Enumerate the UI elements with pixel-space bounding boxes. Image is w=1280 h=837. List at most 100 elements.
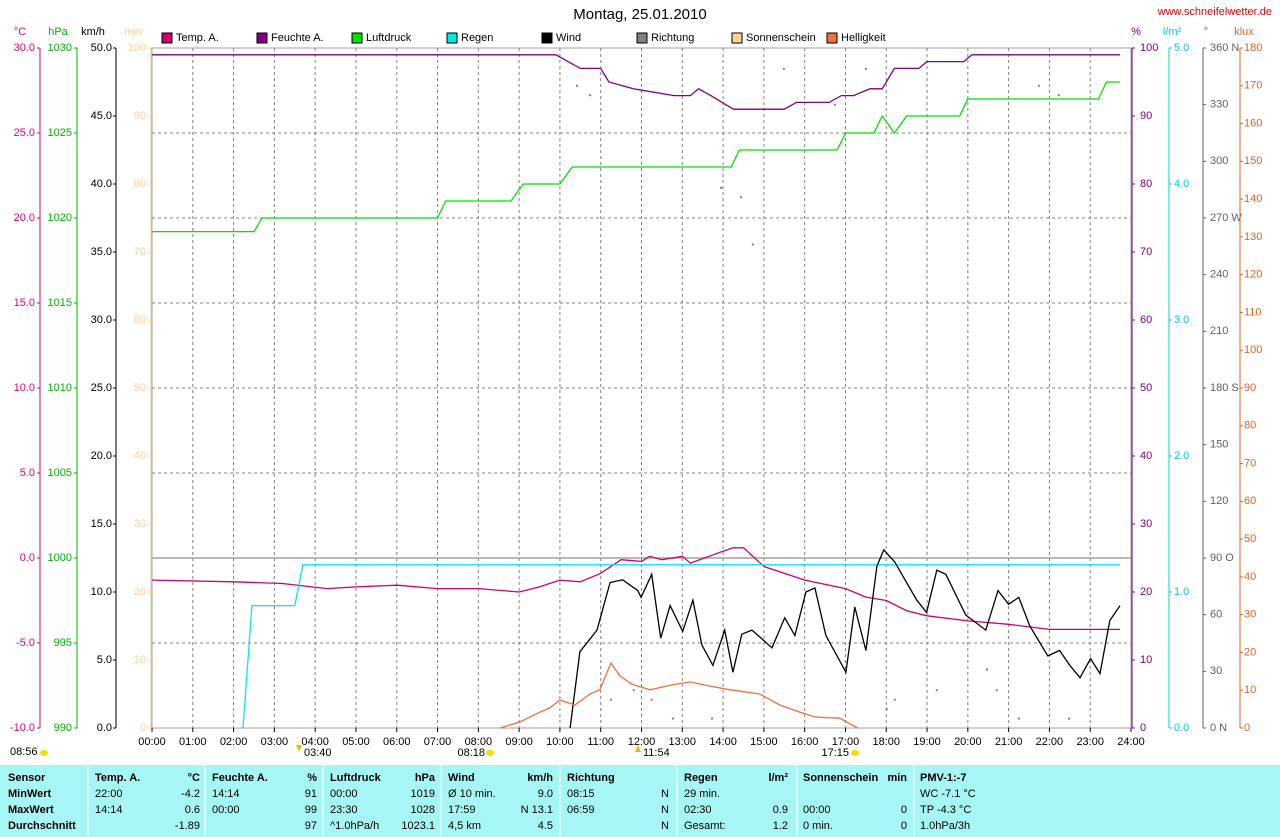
y-tick-label: 0.0 <box>1174 722 1189 734</box>
y-tick-label: 45.0 <box>91 110 112 122</box>
series-dot <box>782 67 785 70</box>
axis-unit: l/m² <box>1163 26 1182 38</box>
table-cell: N 13.1 <box>521 804 553 816</box>
table-cell: Durchschnitt <box>8 820 76 832</box>
series-dot <box>609 698 612 701</box>
moonrise-annotation: 03:40 <box>304 747 332 759</box>
table-cell: Ø 10 min. <box>448 788 496 800</box>
x-tick-label: 20:00 <box>954 736 982 748</box>
series-dot <box>986 668 989 671</box>
sun-icon <box>851 750 859 756</box>
table-cell: -4.2 <box>181 788 200 800</box>
legend-swatch <box>446 32 458 44</box>
y-tick-label: 100 <box>128 42 146 54</box>
table-cell: MinWert <box>8 788 52 800</box>
table-cell: WC -7.1 °C <box>920 788 976 800</box>
y-tick-label: 70 <box>1244 457 1256 469</box>
y-tick-label: 2.0 <box>1174 450 1189 462</box>
x-tick-label: 15:00 <box>750 736 778 748</box>
y-tick-label: 1.0 <box>1174 586 1189 598</box>
y-tick-label: 60 <box>1140 314 1152 326</box>
table-cell: N <box>661 804 669 816</box>
table-cell: 02:30 <box>684 804 712 816</box>
legend-label: Feuchte A. <box>271 32 324 44</box>
y-tick-label: 210 <box>1210 325 1228 337</box>
series-line <box>152 54 1120 110</box>
y-tick-label: 20 <box>1140 586 1152 598</box>
y-tick-label: 1005 <box>48 467 72 479</box>
y-tick-label: 1000 <box>48 552 72 564</box>
series-dot <box>671 717 674 720</box>
table-cell: 4.5 <box>538 820 553 832</box>
legend-swatch <box>826 32 838 44</box>
legend-swatch <box>351 32 363 44</box>
x-tick-label: 04:00 <box>301 736 329 748</box>
table-cell: °C <box>188 772 200 784</box>
axis-unit: hPa <box>48 26 68 38</box>
y-tick-label: 60 <box>1244 495 1256 507</box>
table-cell: 14:14 <box>212 788 240 800</box>
x-tick-label: 16:00 <box>791 736 819 748</box>
y-tick-label: 360 N <box>1210 42 1239 54</box>
x-tick-label: 13:00 <box>669 736 697 748</box>
y-tick-label: 90 <box>1244 382 1256 394</box>
y-tick-label: 240 <box>1210 269 1228 281</box>
y-tick-label: 0 <box>1244 722 1250 734</box>
legend-swatch <box>161 32 173 44</box>
y-tick-label: 20.0 <box>14 212 35 224</box>
y-tick-label: 10 <box>1244 684 1256 696</box>
y-tick-label: 1030 <box>48 42 72 54</box>
y-tick-label: 30 <box>1244 609 1256 621</box>
table-cell: 00:00 <box>212 804 240 816</box>
legend-label: Helligkeit <box>841 32 886 44</box>
y-tick-label: 25.0 <box>14 127 35 139</box>
y-tick-label: 990 <box>54 722 72 734</box>
table-cell: 91 <box>305 788 317 800</box>
table-cell: Gesamt: <box>684 820 726 832</box>
y-tick-label: 100 <box>1140 42 1158 54</box>
moon-icon <box>635 745 641 752</box>
sun-icon <box>486 750 494 756</box>
y-tick-label: 80 <box>1244 420 1256 432</box>
y-tick-label: 30.0 <box>14 42 35 54</box>
y-tick-label: 20 <box>134 586 146 598</box>
axis-unit: °C <box>14 26 26 38</box>
y-tick-label: 170 <box>1244 80 1262 92</box>
y-tick-label: 90 O <box>1210 552 1234 564</box>
table-cell: % <box>307 772 317 784</box>
source: www.schneifelwetter.de <box>1157 6 1272 18</box>
series-dot <box>740 196 743 199</box>
legend-swatch <box>541 32 553 44</box>
axis-unit: % <box>1131 26 1141 38</box>
x-tick-label: 05:00 <box>342 736 370 748</box>
y-tick-label: 20.0 <box>91 450 112 462</box>
series-dot <box>650 698 653 701</box>
y-tick-label: 120 <box>1244 269 1262 281</box>
table-cell: 23:30 <box>330 804 358 816</box>
y-tick-label: 50 <box>134 382 146 394</box>
table-cell: km/h <box>527 772 553 784</box>
table-cell: 17:59 <box>448 804 476 816</box>
sun-icon <box>40 750 48 756</box>
y-tick-label: -10.0 <box>10 722 35 734</box>
table-cell: -1.89 <box>175 820 200 832</box>
y-tick-label: 60 <box>134 314 146 326</box>
sunrise-annotation: 08:18 <box>457 747 485 759</box>
moonset-annotation: 11:54 <box>643 747 670 759</box>
y-tick-label: 150 <box>1210 439 1228 451</box>
table-cell: min <box>887 772 907 784</box>
y-tick-label: 35.0 <box>91 246 112 258</box>
table-cell: Temp. A. <box>95 772 140 784</box>
table-cell: 0 <box>901 820 907 832</box>
table-cell: 0 <box>901 804 907 816</box>
y-tick-label: 30 <box>1140 518 1152 530</box>
y-tick-label: 10 <box>1140 654 1152 666</box>
x-tick-label: 11:00 <box>587 736 614 748</box>
y-tick-label: 70 <box>1140 246 1152 258</box>
y-tick-label: 1025 <box>48 127 72 139</box>
table-cell: Sensor <box>8 772 46 784</box>
y-tick-label: 40 <box>134 450 146 462</box>
moon-icon <box>296 745 302 752</box>
table-cell: ^1.0hPa/h <box>330 820 379 832</box>
x-tick-label: 19:00 <box>913 736 941 748</box>
